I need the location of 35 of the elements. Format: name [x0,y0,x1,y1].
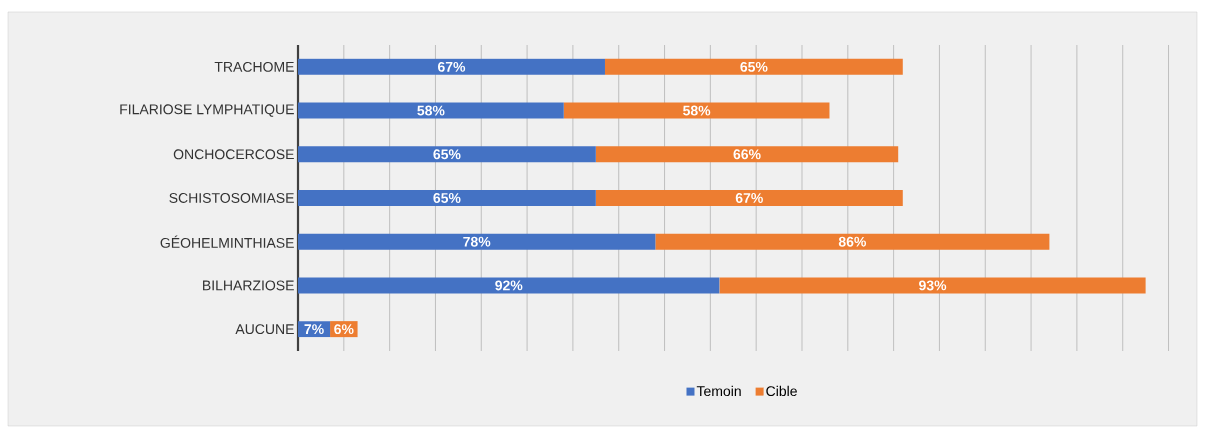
bar [298,58,605,75]
data-label: 67% [438,61,466,72]
data-label: 65% [433,193,461,203]
data-label: 65% [433,149,461,160]
data-label: 92% [495,280,523,291]
bar [298,233,656,250]
bar [604,58,903,75]
bar [719,277,1146,294]
y-tick-label: FILARIOSE LYMPHATIQUE [120,104,294,117]
y-tick-label: GÉOHELMINTHIASE [160,235,294,248]
y-tick-label: AUCUNE [235,324,294,335]
bar [298,189,596,206]
y-tick-label: ONCHOCERCOSE [173,149,294,160]
data-label: 6% [334,324,354,335]
y-tick-label: SCHISTOSOMIASE [169,193,294,203]
data-label: 58% [417,105,445,116]
bar [298,102,564,119]
bar [563,102,830,119]
bar [655,233,1050,250]
bar [298,146,596,163]
data-label: 93% [919,280,947,291]
data-label: 58% [683,105,711,116]
data-label: 7% [304,324,324,335]
bar [595,189,903,206]
data-label: 65% [740,61,768,72]
data-label: 67% [735,193,763,203]
data-label: 66% [733,149,761,160]
y-tick-label: TRACHOME [214,61,294,72]
y-tick-label: BILHARZIOSE [203,280,294,291]
data-label: 86% [838,236,867,247]
data-label: 78% [463,236,491,247]
legend-label: Temoin [696,385,741,397]
legend-label: Cible [766,385,797,397]
bar [595,146,899,163]
bar [298,277,720,294]
